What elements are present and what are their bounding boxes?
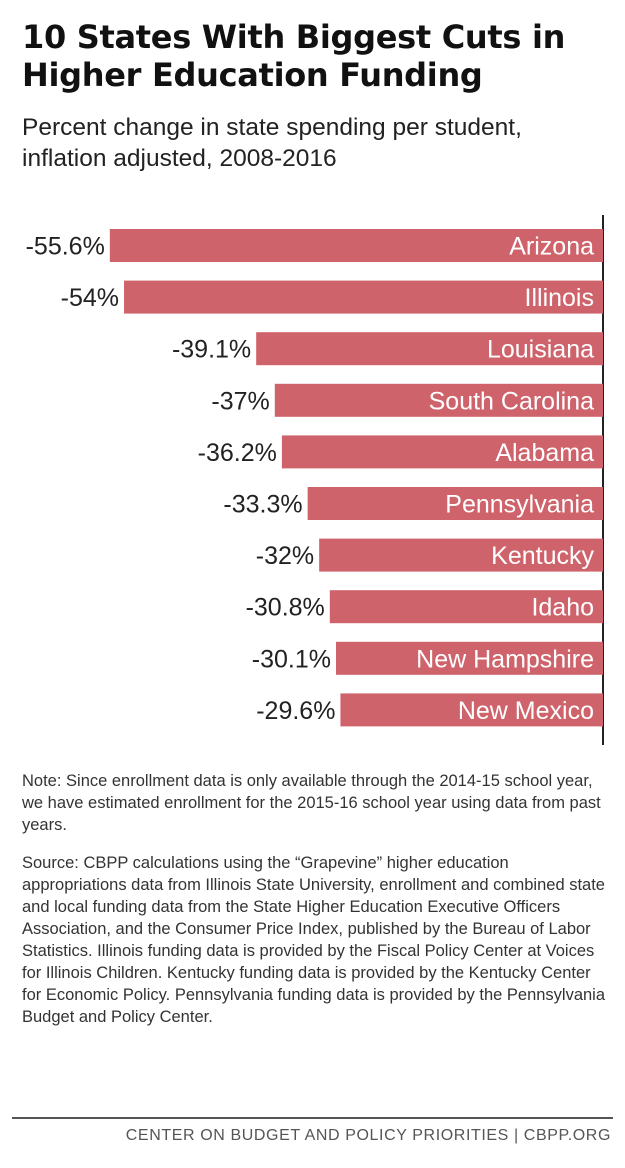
- category-label: Pennsylvania: [445, 491, 594, 519]
- footer-credit: CENTER ON BUDGET AND POLICY PRIORITIES |…: [125, 1127, 611, 1144]
- value-label: -55.6%: [26, 233, 105, 261]
- value-label: -33.3%: [223, 491, 302, 519]
- bar-idaho: [329, 590, 603, 624]
- value-label: -29.6%: [256, 697, 335, 725]
- value-label: -30.1%: [252, 645, 331, 673]
- bar-kentucky: [319, 538, 603, 572]
- bar-arizona: [109, 229, 603, 262]
- bar-south-carolina: [274, 383, 603, 417]
- category-label: Louisiana: [487, 336, 594, 364]
- category-label: Alabama: [495, 439, 594, 467]
- bar-chart: Arizona -55.6% Illinois -54% Louisiana -39.1%…: [26, 215, 604, 745]
- category-label: Kentucky: [491, 542, 594, 570]
- value-label: -36.2%: [198, 439, 277, 467]
- category-label: Illinois: [525, 284, 594, 312]
- value-label: -37%: [211, 387, 269, 415]
- category-label: New Hampshire: [416, 645, 594, 673]
- chart-source: Source: CBPP calculations using the “Gra…: [22, 854, 606, 1026]
- value-label: -54%: [61, 284, 119, 312]
- category-label: Idaho: [531, 594, 594, 622]
- footer-divider: [12, 1117, 613, 1119]
- category-label: South Carolina: [429, 387, 594, 415]
- bar-new-hampshire: [336, 641, 603, 675]
- chart-title: 10 States With Biggest Cuts in Higher Ed…: [22, 18, 566, 94]
- value-label: -32%: [256, 542, 314, 570]
- bar-louisiana: [256, 332, 603, 366]
- bar-pennsylvania: [307, 487, 603, 520]
- bar-new-mexico: [340, 693, 603, 727]
- value-label: -30.8%: [246, 594, 325, 622]
- category-label: New Mexico: [458, 697, 594, 725]
- category-label: Arizona: [509, 233, 594, 261]
- chart-subtitle: Percent change in state spending per stu…: [22, 114, 522, 172]
- chart-note: Note: Since enrollment data is only avai…: [22, 772, 601, 834]
- value-label: -39.1%: [172, 336, 251, 364]
- bar-illinois: [124, 280, 604, 314]
- bar-alabama: [281, 435, 603, 469]
